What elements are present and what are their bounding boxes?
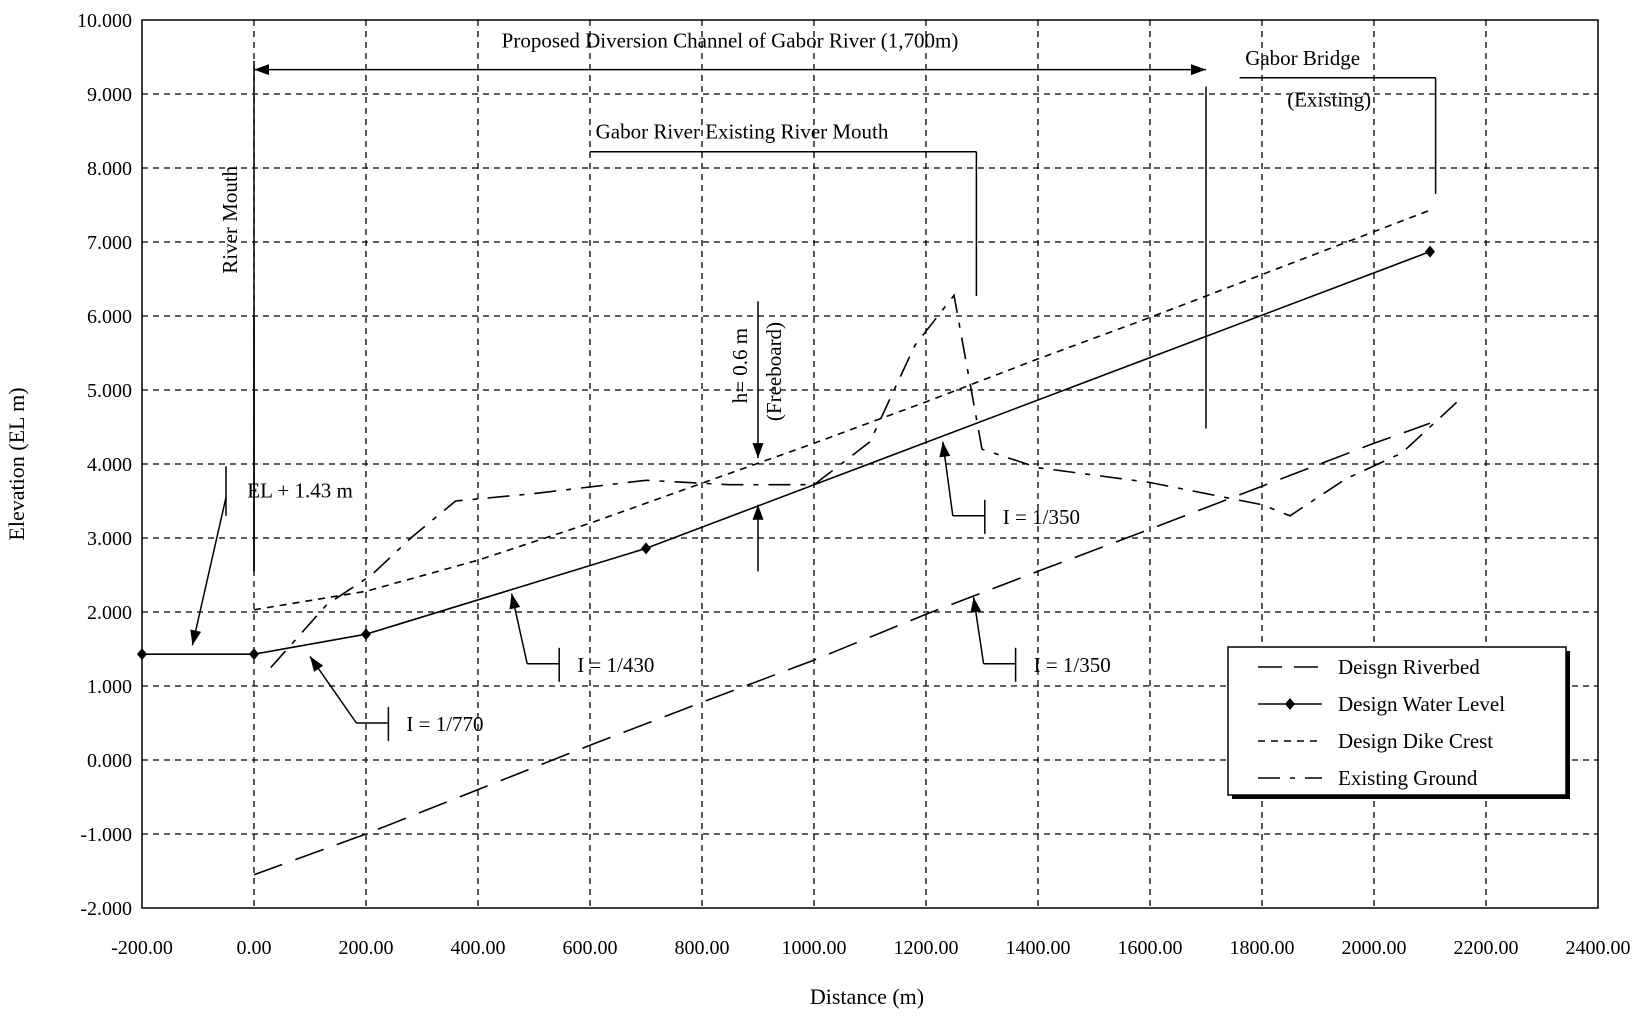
legend: Deisgn Riverbed Design Water Level Design … [1228,647,1570,799]
freeboard-word-label: (Freeboard) [762,322,786,421]
x-tick-label: 1800.00 [1230,937,1295,959]
x-axis-label: Distance (m) [810,984,924,1009]
legend-label-1: Design Water Level [1338,692,1505,716]
y-tick-label: 2.000 [87,602,132,624]
legend-label-3: Existing Ground [1338,766,1478,790]
river-mouth-label: River Mouth [218,165,242,273]
x-tick-label: 600.00 [563,937,618,959]
y-tick-label: 4.000 [87,454,132,476]
bridge-existing-label: (Existing) [1287,88,1371,112]
legend-label-0: Deisgn Riverbed [1338,655,1480,679]
slope-label-slope_350_upper: I = 1/350 [1003,505,1080,529]
slope-label-slope_770: I = 1/770 [406,712,483,736]
y-tick-label: 8.000 [87,158,132,180]
y-tick-label: 9.000 [87,84,132,106]
slope-label-slope_430: I = 1/430 [577,653,654,677]
x-tick-label: 200.00 [339,937,394,959]
x-tick-label: 2400.00 [1566,937,1631,959]
x-tick-label: 2200.00 [1454,937,1519,959]
x-tick-label: 1400.00 [1006,937,1071,959]
y-axis-label: Elevation (EL m) [4,387,29,540]
x-tick-label: 400.00 [451,937,506,959]
bridge-label: Gabor Bridge [1245,46,1360,70]
y-tick-label: 10.000 [77,10,132,32]
y-tick-label: 1.000 [87,676,132,698]
el-label: EL + 1.43 m [247,478,353,502]
x-tick-label: -200.00 [111,937,173,959]
slope-label-slope_350_lower: I = 1/350 [1034,653,1111,677]
x-tick-label: 800.00 [675,937,730,959]
y-tick-label: 6.000 [87,306,132,328]
y-tick-label: 3.000 [87,528,132,550]
x-tick-label: 1200.00 [894,937,959,959]
x-tick-label: 1600.00 [1118,937,1183,959]
diversion-channel-label: Proposed Diversion Channel of Gabor Rive… [502,28,959,52]
x-tick-label: 0.00 [237,937,272,959]
existing-mouth-label: Gabor River Existing River Mouth [596,119,889,143]
y-tick-label: 0.000 [87,750,132,772]
x-tick-label: 1000.00 [782,937,847,959]
y-tick-label: 7.000 [87,232,132,254]
y-tick-label: -2.000 [80,898,132,920]
x-tick-label: 2000.00 [1342,937,1407,959]
freeboard-h-label: h= 0.6 m [728,328,752,403]
y-tick-label: 5.000 [87,380,132,402]
y-tick-label: -1.000 [80,824,132,846]
legend-label-2: Design Dike Crest [1338,729,1493,753]
